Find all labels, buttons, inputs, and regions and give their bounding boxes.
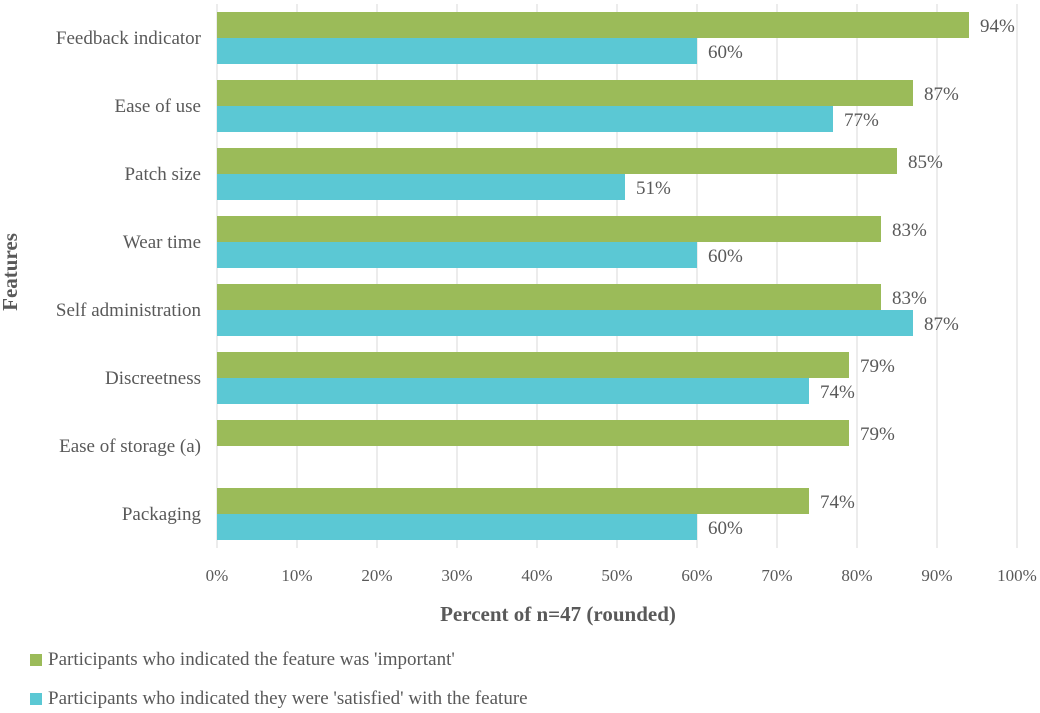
legend-label-satisfied: Participants who indicated they were 'sa… (48, 688, 528, 709)
data-label: 87% (924, 314, 959, 335)
category-label: Ease of use (114, 96, 201, 117)
bar-satisfied (217, 106, 833, 132)
data-label: 60% (708, 246, 743, 267)
x-tick-label: 60% (681, 566, 712, 585)
legend-item-important: Participants who indicated the feature w… (30, 649, 455, 671)
legend-swatch-important (30, 654, 42, 666)
x-tick-label: 20% (361, 566, 392, 585)
x-tick-label: 40% (521, 566, 552, 585)
bar-important (217, 284, 881, 310)
bar-important (217, 80, 913, 106)
data-label: 85% (908, 152, 943, 173)
legend-swatch-satisfied (30, 693, 42, 705)
x-tick-label: 80% (841, 566, 872, 585)
x-tick-label: 100% (997, 566, 1037, 585)
bar-important (217, 488, 809, 514)
data-label: 51% (636, 178, 671, 199)
data-label: 74% (820, 382, 855, 403)
bar-satisfied (217, 514, 697, 540)
bar-satisfied (217, 242, 697, 268)
data-label: 79% (860, 424, 895, 445)
data-label: 60% (708, 518, 743, 539)
category-label: Packaging (122, 504, 202, 525)
legend-label-important: Participants who indicated the feature w… (48, 649, 455, 670)
category-label: Patch size (124, 164, 201, 185)
data-label: 87% (924, 84, 959, 105)
category-labels: Feedback indicator Ease of use Patch size W… (56, 28, 202, 525)
data-label: 74% (820, 492, 855, 513)
bar-important (217, 420, 849, 446)
bar-important (217, 148, 897, 174)
bar-satisfied (217, 174, 625, 200)
bar-satisfied (217, 310, 913, 336)
category-label: Ease of storage (a) (59, 436, 201, 457)
x-tick-labels: 0% 10% 20% 30% 40% 50% 60% 70% 80% 90% 100% (206, 566, 1037, 585)
x-tick-label: 0% (206, 566, 229, 585)
x-tick-label: 50% (601, 566, 632, 585)
bar-satisfied (217, 378, 809, 404)
data-label: 60% (708, 42, 743, 63)
bar-important (217, 216, 881, 242)
data-labels: 94%60%87%77%85%51%83%60%83%87%79%74%79%7… (636, 16, 1015, 539)
data-label: 83% (892, 288, 927, 309)
x-tick-label: 30% (441, 566, 472, 585)
legend-item-satisfied: Participants who indicated they were 'sa… (30, 688, 528, 710)
x-tick-label: 70% (761, 566, 792, 585)
bar-satisfied (217, 38, 697, 64)
category-label: Wear time (123, 232, 201, 253)
category-label: Self administration (56, 300, 202, 321)
bars (217, 12, 969, 540)
y-axis-title: Features (0, 233, 22, 311)
category-label: Feedback indicator (56, 28, 202, 49)
data-label: 94% (980, 16, 1015, 37)
x-tick-label: 90% (921, 566, 952, 585)
category-label: Discreetness (105, 368, 201, 389)
x-axis-title: Percent of n=47 (rounded) (440, 602, 676, 626)
bar-important (217, 352, 849, 378)
bar-important (217, 12, 969, 38)
data-label: 79% (860, 356, 895, 377)
data-label: 83% (892, 220, 927, 241)
data-label: 77% (844, 110, 879, 131)
x-tick-label: 10% (281, 566, 312, 585)
